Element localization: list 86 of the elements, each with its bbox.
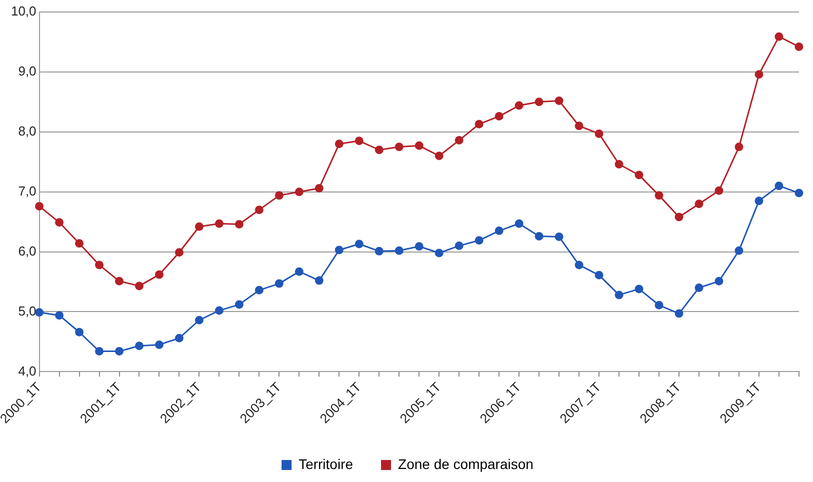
point (534, 232, 544, 240)
point (55, 218, 64, 227)
point (634, 284, 644, 294)
point (194, 222, 204, 231)
point (95, 260, 104, 270)
point (634, 170, 644, 180)
point (254, 206, 264, 214)
y-tick-label: 5,0 (18, 303, 36, 318)
point (594, 270, 604, 280)
point (514, 219, 524, 228)
legend-label: Territoire (298, 456, 354, 472)
y-tick-label: 9,0 (18, 64, 36, 79)
point (174, 334, 184, 342)
point (714, 276, 724, 286)
point (75, 239, 84, 248)
point (434, 152, 444, 160)
point (474, 120, 484, 128)
point (654, 300, 664, 310)
point (554, 96, 564, 105)
point (454, 136, 464, 145)
point (115, 347, 124, 356)
point (494, 226, 504, 236)
point (714, 186, 724, 195)
point (174, 248, 184, 257)
point (394, 142, 404, 152)
point (274, 279, 284, 288)
point (154, 270, 164, 279)
point (214, 219, 224, 228)
point (614, 160, 624, 169)
point (654, 191, 664, 200)
point (254, 286, 264, 294)
y-tick-label: 6,0 (18, 243, 36, 258)
point (754, 196, 764, 206)
point (354, 136, 364, 146)
point (374, 246, 384, 256)
point (55, 311, 64, 320)
point (194, 316, 204, 324)
point (154, 340, 164, 349)
y-tick-label: 10,0 (10, 4, 36, 19)
point (134, 282, 144, 290)
point (314, 276, 324, 285)
point (234, 220, 244, 228)
point (594, 129, 604, 138)
point (454, 242, 464, 250)
point (214, 306, 224, 315)
point (414, 242, 424, 251)
point (534, 98, 544, 106)
point (774, 32, 784, 41)
point (354, 240, 364, 248)
point (234, 300, 244, 309)
point (134, 342, 144, 350)
point (734, 246, 744, 255)
point (514, 101, 524, 110)
point (314, 184, 324, 192)
point (774, 182, 784, 190)
legend-label: Zone de comparaison (398, 456, 534, 472)
point (754, 70, 764, 79)
point (574, 122, 584, 130)
point (554, 232, 564, 242)
point (394, 246, 404, 255)
point (294, 188, 304, 196)
point (374, 146, 384, 154)
point (674, 309, 684, 318)
point (494, 112, 504, 121)
point (294, 267, 304, 276)
point (794, 188, 804, 198)
point (574, 260, 584, 270)
point (35, 202, 44, 210)
point (674, 212, 684, 222)
point (474, 236, 484, 245)
point (614, 290, 624, 300)
point (694, 284, 704, 292)
point (414, 141, 424, 150)
point (334, 140, 344, 148)
point (694, 200, 704, 208)
y-tick-label: 8,0 (18, 123, 36, 138)
point (434, 248, 444, 258)
point (274, 191, 284, 200)
y-tick-label: 7,0 (18, 183, 36, 198)
point (115, 276, 124, 286)
point (95, 347, 104, 356)
y-tick-label: 4,0 (18, 363, 36, 378)
point (334, 246, 344, 254)
point (75, 328, 84, 336)
point (734, 142, 744, 152)
point (794, 42, 804, 52)
